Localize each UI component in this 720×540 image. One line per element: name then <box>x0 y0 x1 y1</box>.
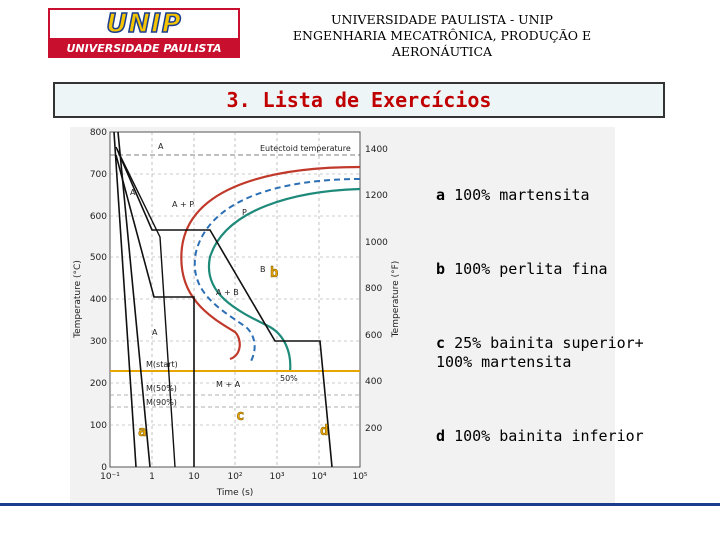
path-b-line <box>115 146 176 468</box>
path-label-a: a <box>138 424 146 440</box>
curve-finish-teal <box>207 187 361 373</box>
label-B: B <box>260 265 266 274</box>
y2-tick-400: 400 <box>365 377 382 387</box>
header-line-2: ENGENHARIA MECATRÔNICA, PRODUÇÃO E <box>292 28 592 43</box>
logo-top-band: UNIP <box>48 8 240 40</box>
label-M50: M(50%) <box>146 384 177 393</box>
x-tick-10000: 10⁴ <box>311 472 326 482</box>
label-P: P <box>242 208 247 217</box>
x-tick-0.1: 10⁻¹ <box>100 472 120 482</box>
logo-bottom-band: UNIVERSIDADE PAULISTA <box>48 38 240 58</box>
slide-title: 3. Lista de Exercícios <box>226 88 492 112</box>
label-M-plus-A: M + A <box>216 380 241 389</box>
x-tick-100: 10² <box>227 472 242 482</box>
item-a: a 100% martensita <box>436 186 590 205</box>
item-b-text: 100% perlita fina <box>454 260 608 278</box>
item-c-letter: c <box>436 334 446 352</box>
x-axis-label: Time (s) <box>216 488 254 498</box>
y2-tick-800: 800 <box>365 284 382 294</box>
item-c-text-2: 100% martensita <box>436 353 572 371</box>
curve-50pct-blue <box>193 178 361 364</box>
label-A-plus-B: A + B <box>216 288 239 297</box>
header-line-1: UNIVERSIDADE PAULISTA - UNIP <box>331 12 553 27</box>
label-A-top: A <box>158 142 164 151</box>
ttt-diagram-svg: 800 700 600 500 400 300 200 100 0 1400 1… <box>73 128 401 498</box>
institution-header: UNIVERSIDADE PAULISTA - UNIP ENGENHARIA … <box>262 12 622 60</box>
path-label-b: b <box>270 265 278 281</box>
logo-subtext: UNIVERSIDADE PAULISTA <box>66 41 222 55</box>
y-right-axis-label: Temperature (°F) <box>391 261 401 339</box>
x-tick-1: 1 <box>149 472 155 482</box>
item-a-text: 100% martensita <box>454 186 590 204</box>
y-tick-400: 400 <box>90 295 107 305</box>
item-b-letter: b <box>436 260 446 278</box>
curve-start-red <box>180 165 361 361</box>
y-left-axis-label: Temperature (°C) <box>73 260 83 339</box>
eutectoid-label: Eutectoid temperature <box>260 144 351 153</box>
item-a-letter: a <box>436 186 446 204</box>
label-A-left: A <box>130 188 136 197</box>
label-50pct: 50% <box>280 374 298 383</box>
ttt-diagram: 800 700 600 500 400 300 200 100 0 1400 1… <box>70 127 615 505</box>
path-label-c: c <box>236 408 244 424</box>
y-tick-500: 500 <box>90 253 107 263</box>
y-tick-800: 800 <box>90 128 107 138</box>
item-d: d 100% bainita inferior <box>436 427 644 446</box>
label-M90: M(90%) <box>146 398 177 407</box>
item-b: b 100% perlita fina <box>436 260 608 279</box>
path-a-line-1 <box>113 131 137 468</box>
item-d-text: 100% bainita inferior <box>454 427 644 445</box>
y-tick-300: 300 <box>90 337 107 347</box>
item-d-letter: d <box>436 427 446 445</box>
y2-tick-1000: 1000 <box>365 238 388 248</box>
label-A-mid: A <box>152 328 158 337</box>
y2-tick-200: 200 <box>365 424 382 434</box>
label-M-start: M(start) <box>146 360 178 369</box>
path-a-line-2 <box>117 131 151 468</box>
y-tick-700: 700 <box>90 170 107 180</box>
logo-text: UNIP <box>105 8 182 40</box>
path-d-line <box>116 148 333 468</box>
path-label-d: d <box>320 423 328 439</box>
title-box: 3. Lista de Exercícios <box>53 82 665 118</box>
x-tick-100000: 10⁵ <box>352 472 367 482</box>
x-tick-10: 10 <box>188 472 200 482</box>
path-c-line <box>115 154 195 467</box>
y-tick-600: 600 <box>90 212 107 222</box>
y-tick-100: 100 <box>90 421 107 431</box>
item-c: c 25% bainita superior+ 100% martensita <box>436 334 644 372</box>
item-c-text: 25% bainita superior+ <box>454 334 644 352</box>
header-line-3: AERONÁUTICA <box>391 44 493 59</box>
unip-logo: UNIP UNIVERSIDADE PAULISTA <box>48 8 240 58</box>
y-tick-0: 0 <box>101 463 107 473</box>
y2-tick-1200: 1200 <box>365 191 388 201</box>
y2-tick-1400: 1400 <box>365 145 388 155</box>
y2-tick-600: 600 <box>365 331 382 341</box>
y-tick-200: 200 <box>90 379 107 389</box>
x-tick-1000: 10³ <box>269 472 284 482</box>
label-A-plus-P: A + P <box>172 200 194 209</box>
footer-rule <box>0 503 720 506</box>
